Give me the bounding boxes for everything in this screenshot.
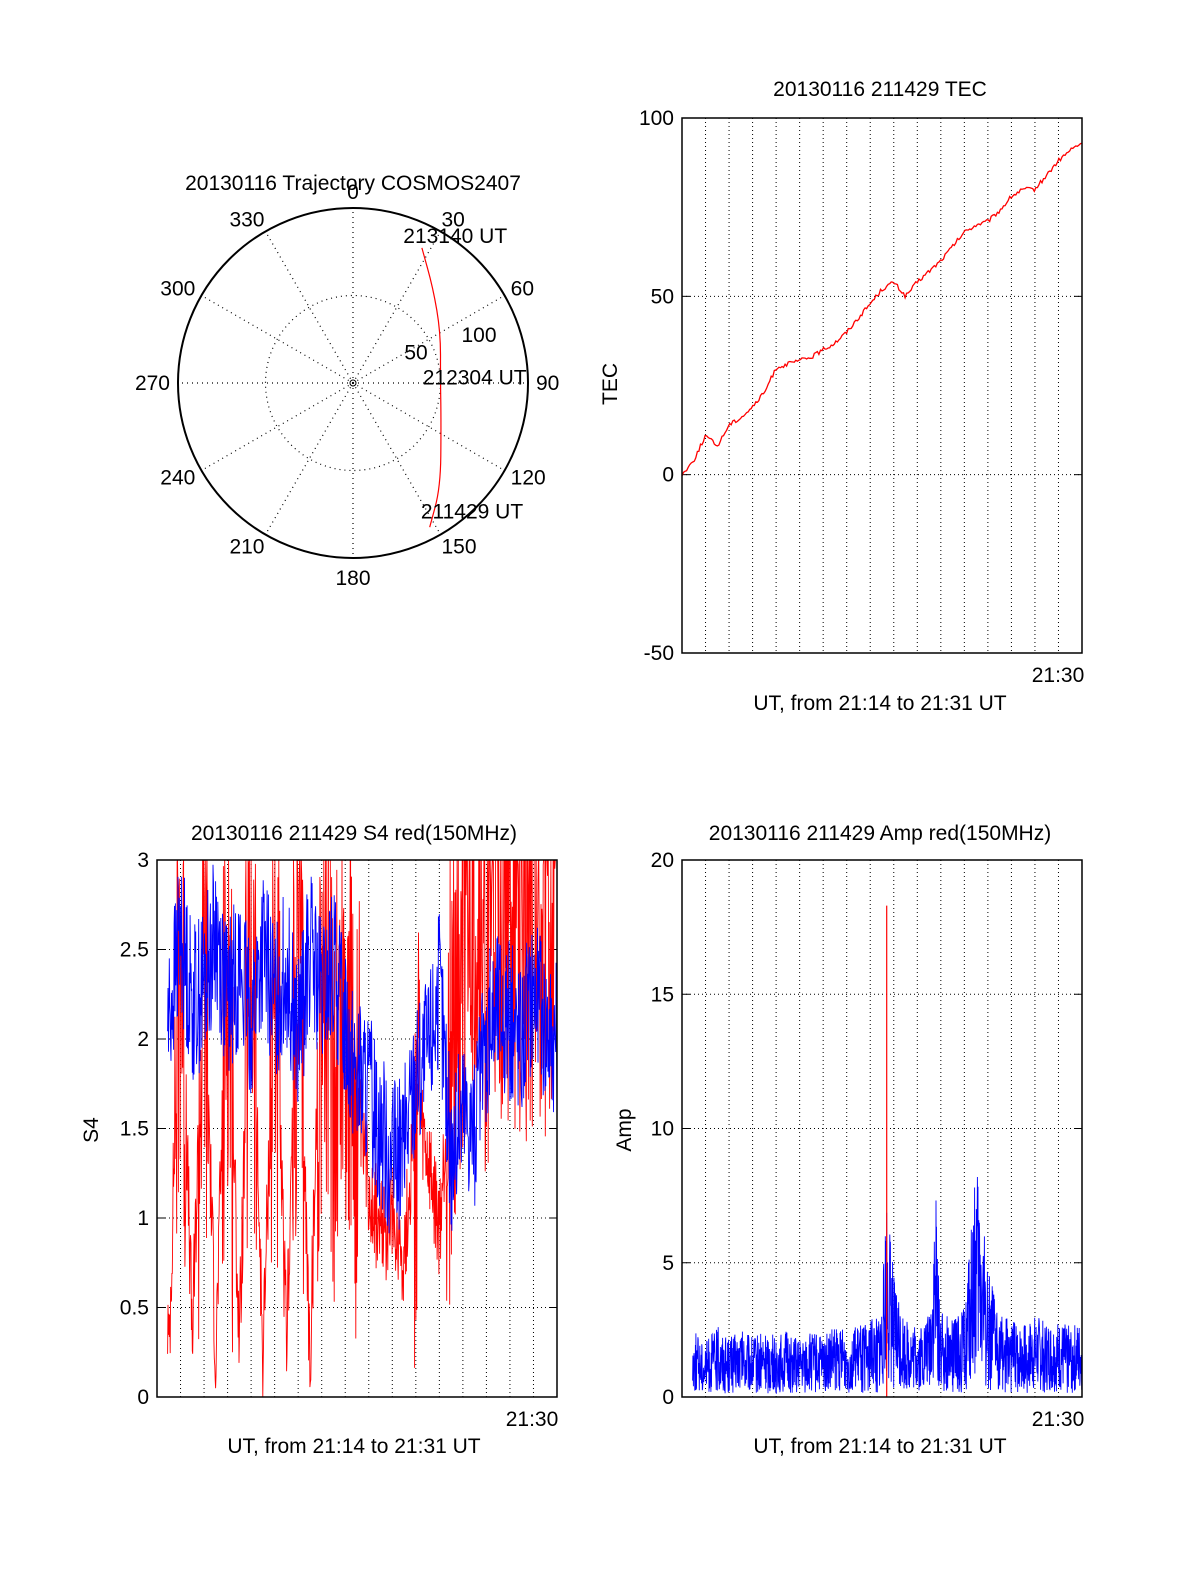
amp-ylabel: Amp [613, 1108, 636, 1151]
s4-title: 20130116 211429 S4 red(150MHz) [191, 822, 517, 845]
y-tick-label: 100 [639, 107, 674, 130]
tec-title: 20130116 211429 TEC [773, 78, 987, 101]
s4-panel: 20130116 211429 S4 red(150MHz) 0 0.5 1 1.5 2… [80, 822, 558, 1458]
y-tick-label: 0 [662, 1386, 674, 1409]
y-tick-label: 2.5 [120, 939, 149, 962]
y-tick-label: 0 [662, 464, 674, 487]
red-series-line [681, 142, 1083, 477]
axis-frame [681, 859, 1083, 1398]
polar-angle-label: 210 [229, 536, 264, 559]
trajectory-line [421, 247, 442, 528]
polar-angle-label: 30 [442, 208, 465, 231]
polar-spoke [352, 231, 442, 384]
y-tick-label: 0 [137, 1386, 149, 1409]
s4-xtick-label: 21:30 [506, 1408, 559, 1431]
amp-xtick-label: 21:30 [1032, 1408, 1085, 1431]
y-tick-label: 50 [651, 285, 674, 308]
polar-spoke [201, 294, 354, 384]
trajectory-time-label: 211429 UT [421, 500, 524, 523]
s4-ylabel: S4 [80, 1117, 103, 1143]
polar-spoke [201, 382, 354, 472]
tec-plot-area: -50 0 50 100 [639, 107, 1083, 665]
y-tick-label: 1 [137, 1207, 149, 1230]
polar-spoke [264, 231, 354, 384]
polar-panel: 20130116 Trajectory COSMOS2407 0 30 60 90 12… [135, 172, 559, 590]
trajectory [421, 247, 442, 528]
polar-angle-label: 180 [335, 567, 370, 590]
trajectory-time-label: 212304 UT [423, 366, 527, 389]
polar-radius-labels: 50 100 [404, 324, 496, 365]
polar-angle-label: 330 [229, 208, 264, 231]
y-tick-label: 20 [651, 849, 674, 872]
polar-spoke [352, 382, 505, 472]
polar-radius-label: 50 [404, 342, 427, 365]
polar-angle-label: 60 [511, 278, 534, 301]
polar-radius-label: 100 [461, 324, 496, 347]
trajectory-labels: 213140 UT 212304 UT 211429 UT [403, 225, 527, 524]
polar-angle-label: 150 [442, 536, 477, 559]
polar-angle-labels: 0 30 60 90 120 150 180 210 240 270 300 330 [135, 181, 559, 590]
y-tick-label: 2 [137, 1028, 149, 1051]
polar-angle-label: 0 [347, 181, 359, 204]
amp-xlabel: UT, from 21:14 to 21:31 UT [753, 1435, 1006, 1458]
polar-outer-circle [177, 207, 529, 559]
y-tick-label: 5 [662, 1252, 674, 1275]
tec-xlabel: UT, from 21:14 to 21:31 UT [753, 692, 1006, 715]
trajectory-time-label: 213140 UT [403, 225, 507, 248]
s4-plot-area: 0 0.5 1 1.5 2 2.5 3 [120, 849, 558, 1409]
polar-center-mark [349, 379, 357, 387]
axis-frame [156, 859, 558, 1398]
y-tick-label: 15 [651, 983, 674, 1006]
tec-ylabel: TEC [599, 363, 622, 405]
tec-xtick-label: 21:30 [1032, 664, 1085, 687]
y-tick-label: 3 [137, 849, 149, 872]
polar-spoke [352, 294, 505, 384]
y-tick-label: 0.5 [120, 1297, 149, 1320]
polar-angle-label: 300 [160, 278, 195, 301]
amp-panel: 20130116 211429 Amp red(150MHz) 0 5 10 15 20… [613, 822, 1084, 1458]
y-tick-label: 1.5 [120, 1118, 149, 1141]
polar-title: 20130116 Trajectory COSMOS2407 [185, 172, 521, 195]
amp-plot-area: 0 5 10 15 20 [651, 849, 1083, 1409]
y-tick-label: 10 [651, 1118, 674, 1141]
polar-angle-label: 120 [511, 467, 546, 490]
y-tick-label: -50 [644, 642, 674, 665]
polar-angle-label: 90 [536, 372, 559, 395]
polar-angle-label: 270 [135, 372, 170, 395]
polar-spoke [352, 382, 442, 535]
axis-frame [681, 117, 1083, 654]
s4-xlabel: UT, from 21:14 to 21:31 UT [227, 1435, 480, 1458]
polar-spoke [264, 382, 354, 535]
blue-series-line [167, 864, 558, 1234]
polar-angle-label: 240 [160, 467, 195, 490]
amp-title: 20130116 211429 Amp red(150MHz) [709, 822, 1051, 845]
